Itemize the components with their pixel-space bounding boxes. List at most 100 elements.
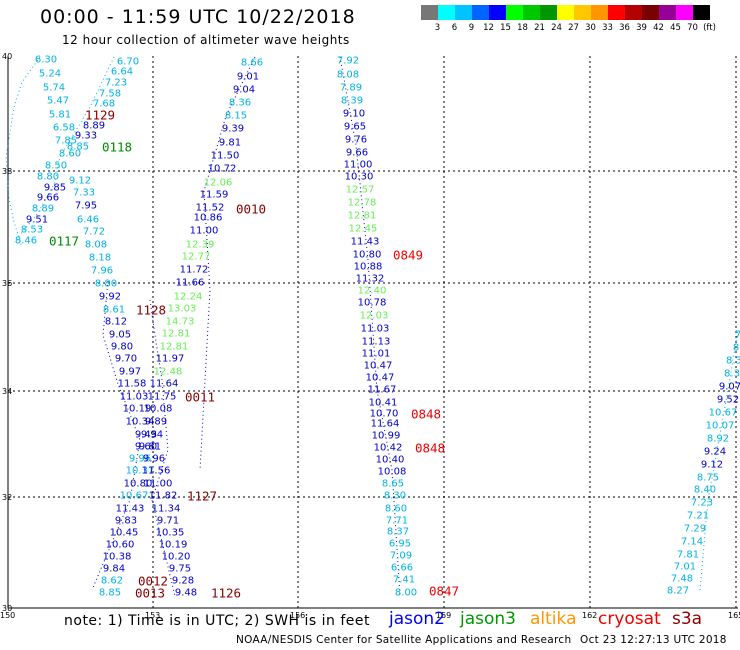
wave-height-value: 11.64	[370, 418, 400, 430]
wave-height-value: 9.81	[218, 137, 242, 149]
lat-label: 34	[2, 387, 13, 396]
wave-height-value: 11.66	[175, 277, 205, 289]
pass-time-label: 1128	[135, 302, 167, 318]
wave-height-value: 6.58	[52, 122, 76, 134]
wave-height-value: 11.64	[149, 378, 179, 390]
wave-height-value: 7.33	[72, 187, 96, 199]
lat-label: 40	[2, 52, 13, 61]
wave-height-value: 7.58	[98, 88, 122, 100]
wave-height-value: 9.43	[134, 429, 158, 441]
wave-height-value: 5.81	[48, 109, 72, 121]
wave-height-value: 10.80	[352, 249, 382, 261]
lon-label: 162	[582, 611, 598, 620]
wave-height-value: 9.05	[108, 329, 132, 341]
wave-height-value: 8.3	[726, 355, 740, 367]
wave-height-value: 8.80	[94, 278, 118, 290]
scale-label: 9	[468, 23, 475, 33]
wave-height-value: 10.34	[125, 416, 155, 428]
wave-height-value: 10.67	[119, 490, 149, 502]
scale-swatch	[591, 5, 608, 20]
wave-height-value: 12.24	[173, 291, 203, 303]
wave-height-value: 11.03	[360, 323, 390, 335]
scale-swatch	[421, 5, 438, 20]
pass-time-label: 0849	[392, 247, 424, 263]
lat-label: 36	[2, 279, 13, 288]
satellite-track	[699, 329, 739, 591]
wave-height-value: 9.76	[344, 134, 368, 146]
wave-height-value: 12.03	[359, 310, 389, 322]
wave-height-value: 10.38	[102, 551, 132, 563]
wave-height-value: 8.65	[381, 478, 405, 490]
wave-height-value: 10.08	[377, 466, 407, 478]
map-grid	[5, 56, 739, 609]
wave-height-value: 9.28	[171, 575, 195, 587]
wave-height-value: 8.30	[383, 490, 407, 502]
scale-swatch	[574, 5, 591, 20]
wave-height-value: 8.39	[340, 95, 364, 107]
scale-label: 24	[551, 23, 562, 33]
wave-height-value: 8.37	[386, 526, 410, 538]
chart-title: 00:00 - 11:59 UTC 10/22/2018	[40, 6, 356, 28]
satellite-name: cryosat	[598, 609, 661, 629]
wave-height-value: 10.80	[123, 478, 153, 490]
wave-height-value: 9.60	[134, 441, 158, 453]
wave-height-value: 5.24	[38, 68, 62, 80]
satellite-name: jason2	[389, 609, 445, 629]
wave-height-value: 9.66	[345, 147, 369, 159]
scale-swatch	[659, 5, 676, 20]
wave-height-value: 7.85	[54, 135, 78, 147]
wave-height-value: 12.48	[153, 366, 183, 378]
scale-label: (ft)	[703, 23, 716, 33]
lon-label: 153	[145, 611, 161, 620]
wave-height-value: 7.81	[676, 549, 700, 561]
wave-height-value: 5.47	[46, 95, 70, 107]
lat-label: 32	[2, 493, 13, 502]
scale-label: 42	[653, 23, 664, 33]
pass-time-label: 1129	[84, 107, 116, 123]
wave-height-value: 10.70	[369, 408, 399, 420]
wave-height-value: 8.18	[88, 252, 112, 264]
wave-height-value: 11.52	[195, 202, 225, 214]
lon-label: 156	[290, 611, 306, 620]
wave-height-value: 8.12	[104, 316, 128, 328]
wave-height-value: 8.66	[240, 57, 264, 69]
lon-label: 150	[0, 611, 16, 620]
wave-height-value: 8.50	[44, 160, 68, 172]
wave-height-value: 9.39	[221, 123, 245, 135]
wave-height-value: 7.71	[385, 515, 409, 527]
wave-height-value: 7.29	[683, 523, 707, 535]
wave-height-value: 8.15	[224, 110, 248, 122]
satellite-track	[149, 299, 176, 597]
wave-height-value: 8.92	[706, 433, 730, 445]
wave-height-value: 12.78	[347, 197, 377, 209]
wave-height-value: 10.08	[143, 403, 173, 415]
pass-time-label: 1126	[210, 585, 242, 601]
wave-height-value: 10.47	[365, 372, 395, 384]
wave-height-value: 8.85	[66, 141, 90, 153]
wave-height-value: 9.12	[68, 175, 92, 187]
pass-time-label: 1127	[186, 488, 218, 504]
scale-swatch	[625, 5, 642, 20]
wave-height-value: 10.47	[363, 360, 393, 372]
wave-height-value: 7.96	[90, 265, 114, 277]
wave-height-value: 10.72	[207, 163, 237, 175]
wave-height-value: 8.85	[98, 587, 122, 599]
wave-height-value: 9.33	[74, 130, 98, 142]
wave-height-value: 7.72	[82, 226, 106, 238]
chart-subtitle: 12 hour collection of altimeter wave hei…	[62, 33, 350, 47]
pass-time-label: 0012	[137, 573, 169, 589]
wave-height-value: 9.84	[102, 563, 126, 575]
wave-height-value: 10.07	[705, 420, 735, 432]
scale-label: 45	[670, 23, 681, 33]
wave-height-value: 11.59	[199, 189, 229, 201]
wave-height-value: 9.01	[236, 71, 260, 83]
wave-height-value: 9.12	[700, 459, 724, 471]
wave-height-value: 9.04	[232, 84, 256, 96]
wave-height-value: 12.81	[347, 210, 377, 222]
scale-label: 15	[500, 23, 511, 33]
lon-label: 165	[728, 611, 740, 620]
scale-swatch	[438, 5, 455, 20]
wave-height-value: 9.96	[128, 453, 152, 465]
wave-height-value: 6.30	[34, 54, 58, 66]
wave-height-value: 10.20	[161, 551, 191, 563]
